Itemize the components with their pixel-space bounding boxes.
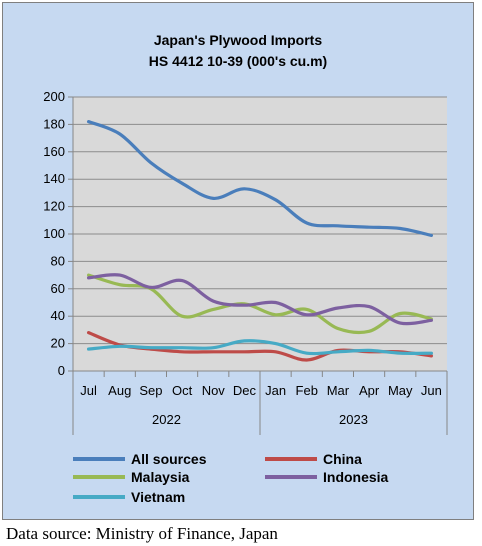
chart-frame: Japan's Plywood Imports HS 4412 10-39 (0… — [2, 2, 474, 520]
data-point — [118, 345, 121, 348]
y-tick-label: 180 — [43, 116, 65, 131]
data-point — [87, 347, 90, 351]
x-tick-label: Dec — [233, 383, 257, 398]
x-tick-label: Sep — [139, 383, 162, 398]
plot-area: 0 20 40 60 80 100 120 140 160 180 200 Jul Aug Sep Oct N… — [43, 89, 448, 435]
y-tick-label: 120 — [43, 199, 65, 214]
data-point — [180, 350, 184, 354]
data-point — [274, 301, 277, 304]
legend-label-all-sources: All sources — [131, 451, 207, 467]
data-point — [274, 350, 277, 354]
data-point — [87, 276, 90, 280]
data-point — [336, 306, 340, 310]
data-point — [212, 308, 215, 311]
legend-label-indonesia: Indonesia — [323, 469, 389, 485]
data-point — [180, 182, 184, 185]
data-point — [305, 221, 308, 225]
x-tick-label: Jul — [80, 383, 97, 398]
data-point — [430, 319, 433, 322]
legend-label-china: China — [323, 451, 362, 467]
year-group-label: 2023 — [339, 412, 368, 427]
chart-subtitle: HS 4412 10-39 (000's cu.m) — [149, 53, 327, 69]
data-point — [243, 187, 246, 190]
series-line-vietnam — [86, 339, 433, 356]
x-tick-label: Oct — [172, 383, 193, 398]
data-point — [399, 351, 402, 355]
data-point — [399, 321, 402, 325]
data-point — [149, 346, 153, 349]
x-tick-label: Nov — [202, 383, 226, 398]
legend-label-vietnam: Vietnam — [131, 489, 185, 505]
legend-label-malaysia: Malaysia — [131, 469, 190, 485]
data-point — [367, 305, 371, 308]
y-tick-label: 160 — [43, 144, 65, 159]
data-point — [87, 273, 90, 277]
x-tick-label: May — [388, 383, 413, 398]
line-chart: Japan's Plywood Imports HS 4412 10-39 (0… — [43, 32, 448, 505]
x-tick-label: Jun — [421, 383, 442, 398]
data-point — [87, 120, 90, 123]
data-point — [336, 224, 340, 227]
data-point — [212, 346, 215, 349]
data-point — [243, 350, 246, 354]
data-point — [118, 273, 121, 277]
x-tick-label: Apr — [359, 383, 380, 398]
data-point — [305, 313, 308, 317]
year-group-label: 2022 — [152, 412, 181, 427]
legend: All sources China Malaysia Indonesia Vietnam — [73, 451, 389, 505]
data-point — [180, 346, 184, 349]
y-tick-label: 20 — [51, 336, 65, 351]
data-point — [149, 286, 153, 289]
data-point — [212, 197, 215, 200]
data-source-note: Data source: Ministry of Finance, Japan — [6, 524, 278, 543]
y-tick-label: 60 — [51, 281, 65, 296]
data-point — [274, 313, 277, 317]
data-point — [367, 330, 371, 333]
data-point — [180, 279, 184, 282]
data-point — [430, 354, 433, 358]
y-tick-label: 200 — [43, 89, 65, 104]
data-point — [336, 327, 340, 330]
data-point — [399, 312, 402, 315]
data-point — [118, 132, 121, 136]
data-point — [399, 227, 402, 230]
chart-title: Japan's Plywood Imports — [154, 32, 322, 48]
series-line-indonesia — [86, 273, 433, 326]
x-tick-label: Jan — [265, 383, 286, 398]
y-tick-label: 40 — [51, 308, 65, 323]
data-point — [430, 351, 433, 355]
data-point — [87, 331, 90, 334]
x-tick-label: Mar — [327, 383, 350, 398]
data-point — [305, 351, 308, 355]
x-tick-label: Aug — [108, 383, 131, 398]
data-point — [149, 161, 153, 164]
data-point — [212, 350, 215, 354]
data-point — [305, 358, 308, 362]
data-point — [118, 283, 121, 286]
y-tick-label: 140 — [43, 171, 65, 186]
data-point — [243, 304, 246, 307]
data-point — [180, 315, 184, 318]
y-tick-label: 100 — [43, 226, 65, 241]
data-point — [212, 299, 215, 303]
data-point — [305, 308, 308, 311]
x-tick-label: Feb — [296, 383, 318, 398]
y-tick-label: 0 — [58, 363, 65, 378]
data-point — [243, 339, 246, 343]
data-point — [430, 234, 433, 237]
series-line-all-sources — [86, 120, 433, 237]
y-tick-label: 80 — [51, 253, 65, 268]
data-point — [274, 342, 277, 345]
data-point — [274, 198, 277, 201]
data-point — [367, 225, 371, 229]
data-point — [336, 350, 340, 354]
data-point — [367, 349, 371, 352]
